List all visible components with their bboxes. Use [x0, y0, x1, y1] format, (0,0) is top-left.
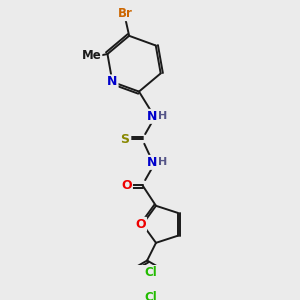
Text: H: H	[158, 111, 167, 122]
Text: O: O	[135, 218, 146, 231]
Text: O: O	[121, 179, 132, 192]
Text: Me: Me	[82, 49, 101, 62]
Text: H: H	[158, 158, 167, 167]
Text: Cl: Cl	[145, 266, 157, 279]
Text: Br: Br	[118, 7, 133, 20]
Text: N: N	[147, 156, 158, 169]
Text: N: N	[147, 110, 158, 123]
Text: S: S	[120, 133, 129, 146]
Text: N: N	[107, 75, 118, 88]
Text: Cl: Cl	[145, 291, 157, 300]
